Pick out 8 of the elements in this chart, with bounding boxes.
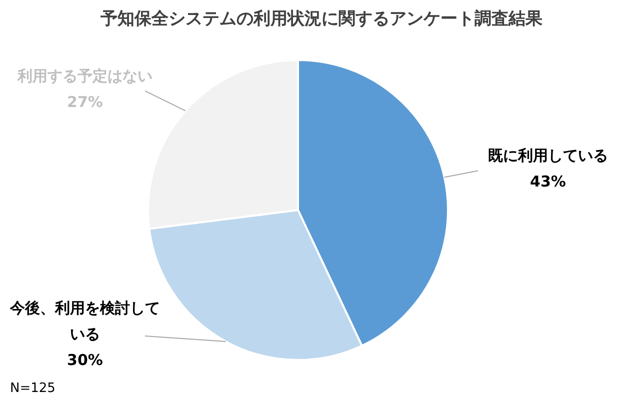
slice-label: 既に利用している: [488, 146, 608, 165]
slice-label: 利用する予定はない: [16, 66, 152, 85]
chart-title: 予知保全システムの利用状況に関するアンケート調査結果: [100, 9, 544, 29]
data-label: 43%: [530, 172, 566, 191]
text: N=125: [10, 381, 56, 396]
data-label: 27%: [67, 92, 103, 111]
slice-label: 今後、利用を検討している: [9, 299, 160, 343]
data-label: 30%: [67, 351, 103, 369]
